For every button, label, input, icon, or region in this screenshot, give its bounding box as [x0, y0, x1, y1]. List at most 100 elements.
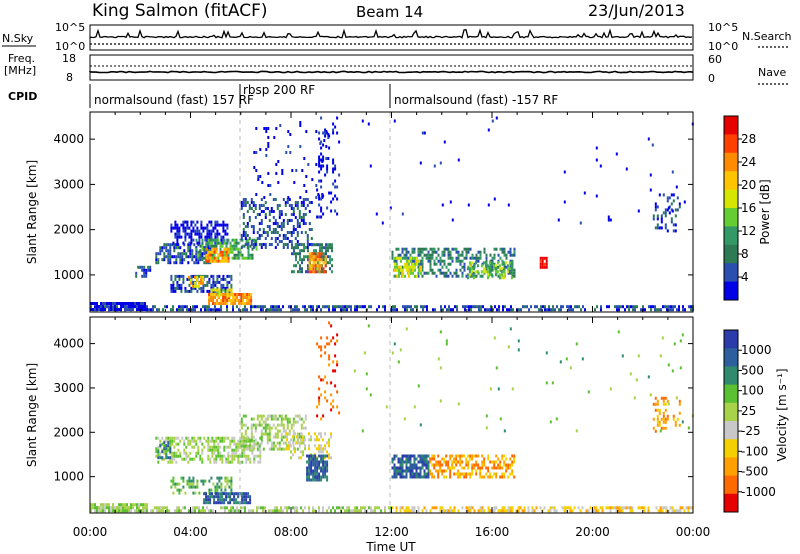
heatmap-cell [270, 207, 273, 210]
heatmap-cell [522, 305, 524, 309]
heatmap-cell [324, 351, 327, 355]
heatmap-cell [266, 441, 269, 445]
heatmap-cell [280, 423, 283, 427]
heatmap-cell [662, 414, 665, 418]
heatmap-cell [276, 207, 279, 210]
heatmap-cell [393, 463, 396, 467]
heatmap-cell [459, 475, 462, 479]
heatmap-cell [254, 240, 257, 243]
heatmap-cell [290, 450, 292, 454]
heatmap-cell [322, 155, 325, 159]
heatmap-cell [443, 457, 446, 461]
heatmap-cell [176, 488, 179, 492]
heatmap-cell [304, 444, 306, 448]
heatmap-cell [278, 204, 281, 207]
heatmap-cell [397, 466, 400, 470]
heatmap-cell [451, 466, 454, 470]
heatmap-cell [308, 261, 311, 265]
heatmap-cell [429, 460, 432, 464]
heatmap-cell [289, 151, 292, 154]
heatmap-cell [223, 247, 226, 251]
heatmap-cell [413, 454, 416, 458]
heatmap-cell [493, 472, 496, 476]
heatmap-cell [251, 253, 254, 257]
heatmap-cell [292, 231, 295, 234]
heatmap-cell [540, 308, 542, 312]
heatmap-cell [316, 414, 319, 418]
heatmap-cell [495, 472, 498, 476]
heatmap-cell [575, 429, 578, 433]
heatmap-cell [311, 243, 313, 247]
heatmap-cell [328, 321, 331, 325]
heatmap-cell [391, 466, 394, 470]
heatmap-cell [204, 305, 206, 309]
heatmap-cell [290, 213, 293, 216]
heatmap-cell [239, 439, 242, 443]
heatmap-cell [205, 498, 208, 502]
heatmap-cell [252, 444, 255, 448]
heatmap-cell [188, 235, 191, 239]
colorbar-swatch [724, 208, 738, 227]
heatmap-cell [254, 305, 256, 309]
heatmap-cell [219, 241, 222, 245]
colorbar-tick-label: 100 [741, 384, 764, 398]
heatmap-cell [268, 447, 271, 451]
heatmap-cell [207, 454, 210, 458]
heatmap-cell [286, 438, 288, 442]
heatmap-cell [415, 469, 418, 473]
heatmap-cell [290, 438, 292, 442]
heatmap-cell [163, 447, 166, 451]
heatmap-cell [197, 436, 200, 440]
heatmap-cell [192, 506, 194, 510]
heatmap-cell [310, 454, 313, 458]
heatmap-cell [268, 228, 271, 231]
heatmap-cell [172, 479, 175, 483]
heatmap-cell [455, 472, 458, 476]
heatmap-cell [234, 302, 237, 305]
heatmap-cell [652, 305, 654, 309]
heatmap-cell [211, 250, 214, 254]
heatmap-cell [194, 506, 196, 510]
heatmap-cell [601, 506, 604, 510]
heatmap-cell [207, 498, 210, 502]
heatmap-cell [461, 466, 464, 470]
heatmap-cell [471, 472, 474, 476]
heatmap-cell [348, 509, 350, 513]
heatmap-cell [112, 308, 114, 311]
heatmap-cell [406, 262, 408, 266]
heatmap-cell [276, 441, 279, 445]
heatmap-cell [221, 495, 224, 499]
heatmap-cell [299, 145, 302, 148]
heatmap-cell [336, 197, 339, 201]
heatmap-cell [395, 466, 398, 470]
heatmap-cell [122, 506, 124, 510]
heatmap-cell [171, 436, 174, 440]
heatmap-cell [167, 258, 170, 262]
heatmap-cell [292, 435, 294, 439]
heatmap-cell [169, 255, 172, 259]
heatmap-cell [511, 387, 514, 391]
heatmap-cell [228, 288, 231, 292]
heatmap-cell [194, 286, 197, 290]
heatmap-cell [319, 249, 321, 253]
heatmap-cell [491, 268, 494, 272]
heatmap-cell [200, 509, 202, 513]
heatmap-cell [258, 447, 261, 451]
heatmap-cell [90, 308, 92, 311]
heatmap-cell [196, 305, 198, 309]
heatmap-cell [664, 211, 667, 215]
heatmap-cell [180, 283, 183, 287]
heatmap-cell [328, 146, 331, 150]
heatmap-cell [325, 246, 327, 250]
heatmap-cell [187, 439, 190, 443]
heatmap-cell [427, 475, 430, 479]
heatmap-cell [274, 432, 277, 436]
velocity-heatmap-cells [90, 321, 694, 513]
heatmap-cell [265, 130, 268, 133]
heatmap-cell [211, 451, 214, 455]
heatmap-cell [662, 399, 665, 403]
heatmap-cell [232, 509, 234, 513]
heatmap-cell [475, 463, 478, 467]
heatmap-cell [197, 448, 200, 452]
heatmap-cell [288, 204, 291, 207]
